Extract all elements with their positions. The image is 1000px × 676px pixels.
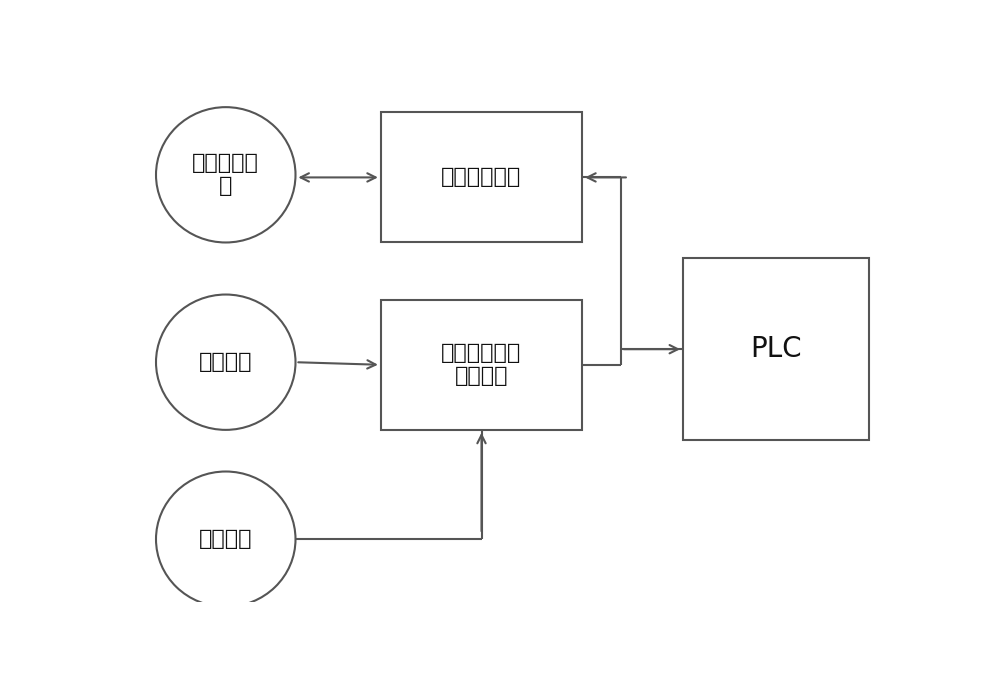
Bar	[381, 299, 582, 430]
Bar	[381, 112, 582, 243]
Text: 驱动执行电路: 驱动执行电路	[441, 168, 522, 187]
Ellipse shape	[156, 107, 296, 243]
Ellipse shape	[156, 472, 296, 607]
Text: 测试电极: 测试电极	[199, 352, 252, 372]
Bar	[683, 258, 869, 440]
Text: 电压信号采集
滤波电路: 电压信号采集 滤波电路	[441, 343, 522, 387]
Text: 阴极钢棒: 阴极钢棒	[199, 529, 252, 549]
Ellipse shape	[156, 295, 296, 430]
Text: 匀速升降机
构: 匀速升降机 构	[192, 153, 259, 197]
Text: PLC: PLC	[750, 335, 802, 363]
